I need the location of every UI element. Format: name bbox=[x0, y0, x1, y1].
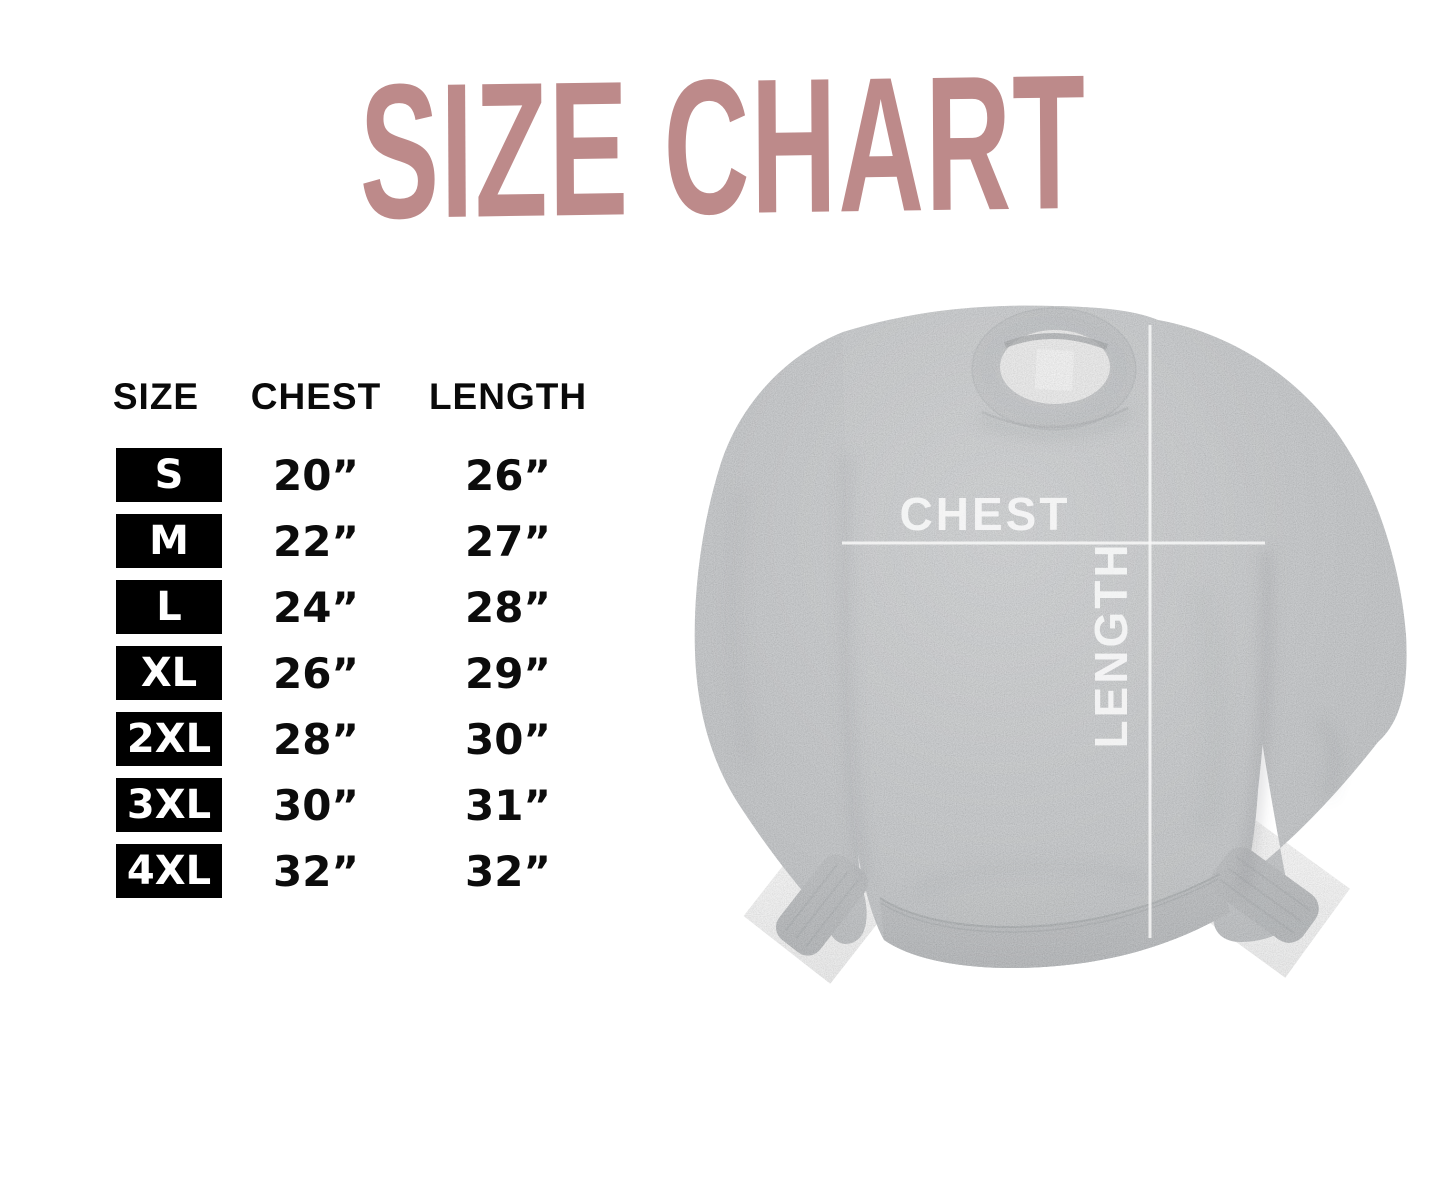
size-badge: 3XL bbox=[116, 778, 222, 832]
sweatshirt-garment bbox=[694, 305, 1407, 984]
table-row: S 20” 26” bbox=[0, 448, 700, 502]
chest-value: 26” bbox=[272, 648, 360, 698]
size-badge: 4XL bbox=[116, 844, 222, 898]
sweatshirt-photo: CHEST LENGTH bbox=[694, 305, 1407, 984]
length-value: 29” bbox=[464, 648, 552, 698]
length-value: 27” bbox=[464, 516, 552, 566]
column-header-length: LENGTH bbox=[428, 376, 588, 417]
page-title: SIZE CHART bbox=[0, 33, 1445, 258]
size-badge: S bbox=[116, 448, 222, 502]
size-badge: XL bbox=[116, 646, 222, 700]
size-badge: 2XL bbox=[116, 712, 222, 766]
table-row: M 22” 27” bbox=[0, 514, 700, 568]
measurement-overlay: CHEST LENGTH bbox=[842, 325, 1265, 938]
length-value: 28” bbox=[464, 582, 552, 632]
table-row: 4XL 32” 32” bbox=[0, 844, 700, 898]
length-value: 31” bbox=[464, 780, 552, 830]
page-title-text: SIZE CHART bbox=[358, 33, 1087, 259]
chest-value: 20” bbox=[272, 450, 360, 500]
heather-texture bbox=[694, 305, 1407, 984]
chest-overlay-label: CHEST bbox=[900, 488, 1071, 540]
size-badge: L bbox=[116, 580, 222, 634]
table-row: L 24” 28” bbox=[0, 580, 700, 634]
table-row: 2XL 28” 30” bbox=[0, 712, 700, 766]
size-badge: M bbox=[116, 514, 222, 568]
column-header-size: SIZE bbox=[112, 376, 200, 417]
column-header-chest: CHEST bbox=[250, 376, 382, 417]
chest-value: 28” bbox=[272, 714, 360, 764]
length-value: 30” bbox=[464, 714, 552, 764]
table-row: XL 26” 29” bbox=[0, 646, 700, 700]
chest-value: 30” bbox=[272, 780, 360, 830]
chest-value: 22” bbox=[272, 516, 360, 566]
chest-value: 32” bbox=[272, 846, 360, 896]
length-overlay-label: LENGTH bbox=[1085, 541, 1137, 748]
length-value: 32” bbox=[464, 846, 552, 896]
chest-value: 24” bbox=[272, 582, 360, 632]
length-value: 26” bbox=[464, 450, 552, 500]
table-row: 3XL 30” 31” bbox=[0, 778, 700, 832]
